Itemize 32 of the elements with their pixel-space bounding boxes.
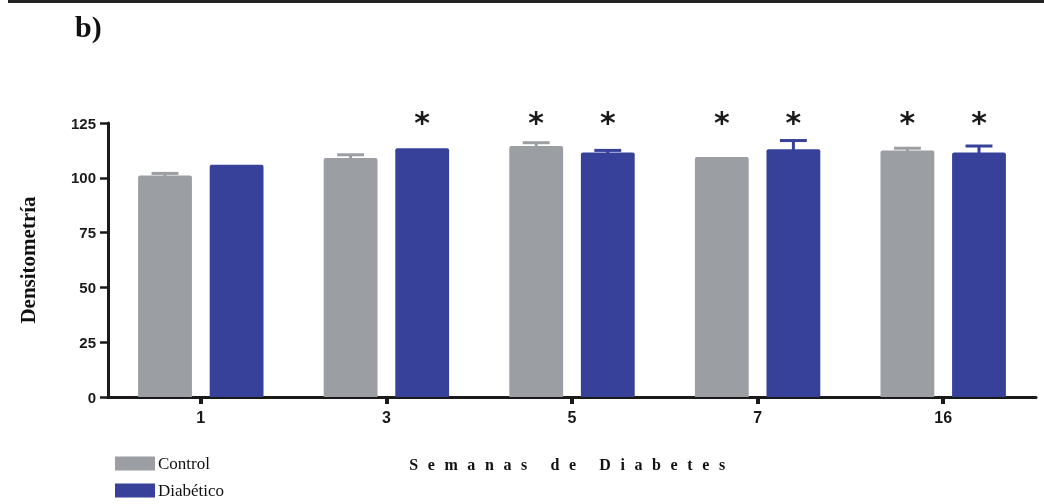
legend-label: Diabético <box>158 481 225 500</box>
chart-title: b) <box>75 9 102 44</box>
data-label: * <box>785 104 802 140</box>
x-tick-label: 7 <box>753 408 763 426</box>
data-label: * <box>414 104 431 140</box>
bar <box>952 152 1006 397</box>
bar <box>138 175 192 397</box>
data-label: * <box>971 104 988 140</box>
y-tick-label: 75 <box>79 224 96 242</box>
y-axis-title: Densitometría <box>15 195 40 324</box>
y-tick-label: 100 <box>70 169 96 187</box>
x-tick-label: 16 <box>934 408 953 426</box>
bar <box>880 150 935 397</box>
bar <box>694 156 749 397</box>
y-tick-label: 0 <box>87 388 96 406</box>
bar <box>509 146 564 397</box>
y-tick-label: 25 <box>79 333 96 351</box>
y-tick-label: 125 <box>70 114 96 132</box>
bar <box>209 164 264 397</box>
x-tick-label: 1 <box>196 408 206 426</box>
data-label: * <box>528 104 545 140</box>
bar <box>395 148 450 397</box>
x-tick-label: 3 <box>381 408 391 426</box>
data-label: * <box>899 104 916 140</box>
legend-label: Control <box>158 454 211 473</box>
x-axis-title: Semanas de Diabetes <box>409 456 735 473</box>
bar <box>323 158 378 397</box>
bar <box>580 152 635 397</box>
data-label: * <box>599 104 616 140</box>
x-tick-label: 5 <box>567 408 577 426</box>
y-tick-label: 50 <box>79 278 96 296</box>
data-label: * <box>713 104 730 140</box>
